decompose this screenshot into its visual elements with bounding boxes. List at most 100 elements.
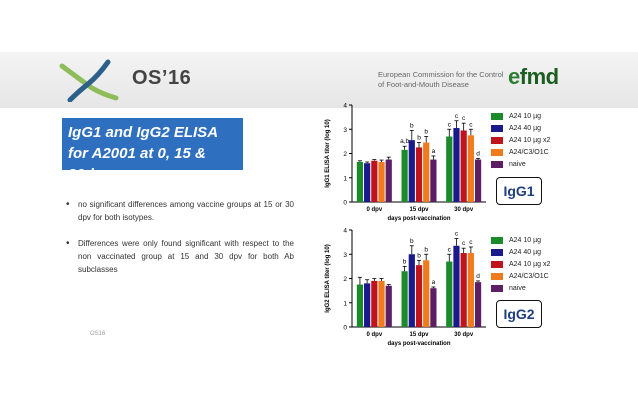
bar <box>364 163 371 202</box>
bar <box>401 149 408 202</box>
legend-swatch <box>491 284 503 292</box>
x-axis-title: days post-vaccination <box>387 341 450 347</box>
significance-label: d <box>476 273 480 280</box>
bar <box>423 260 430 327</box>
bar <box>460 253 467 327</box>
significance-label: a <box>432 279 436 286</box>
y-tick-label: 3 <box>343 252 347 259</box>
bar <box>453 245 460 327</box>
y-tick-label: 0 <box>343 325 347 332</box>
significance-label: b <box>424 129 428 136</box>
slide-header: OS’16 European Commission for the Contro… <box>0 52 638 108</box>
bar <box>378 161 385 202</box>
legend-label: A24 40 µg <box>509 124 542 132</box>
bar <box>385 285 392 327</box>
significance-label: c <box>455 230 459 237</box>
x-axis-title: days post-vaccination <box>387 216 450 222</box>
bar <box>371 160 378 202</box>
bar <box>446 261 453 327</box>
bar <box>467 135 474 202</box>
x-tick-label: 30 dpv <box>454 207 474 213</box>
os16-logo-icon <box>59 59 119 102</box>
significance-label: a <box>432 148 436 155</box>
bar <box>385 159 392 202</box>
y-tick-label: 2 <box>343 276 347 283</box>
legend-swatch <box>491 272 503 280</box>
legend-label: naive <box>509 160 526 168</box>
bar <box>364 283 371 327</box>
legend-label: naive <box>509 284 526 292</box>
igg1-legend: A24 10 µg A24 40 µg A24 10 µg x2 A24/C3/O1C… <box>491 110 550 170</box>
legend-item: A24 10 µg x2 <box>491 258 550 270</box>
legend-item: naive <box>491 158 550 170</box>
significance-label: b <box>417 135 421 142</box>
x-tick-label: 0 dpv <box>366 332 382 338</box>
y-tick-label: 2 <box>343 151 347 158</box>
igg1-tag: IgG1 <box>496 177 542 205</box>
y-tick-label: 1 <box>343 300 347 307</box>
legend-item: A24/C3/O1C <box>491 146 550 158</box>
legend-label: A24 10 µg x2 <box>509 260 551 268</box>
brand-label: OS’16 <box>132 67 192 89</box>
eufmd-suffix: fmd <box>519 64 559 89</box>
bar <box>430 159 437 202</box>
x-tick-label: 15 dpv <box>409 207 429 213</box>
legend-label: A24/C3/O1C <box>509 272 549 280</box>
legend-item: A24 10 µg <box>491 234 550 246</box>
significance-label: c <box>448 246 452 253</box>
significance-label: c <box>462 115 466 122</box>
bullet-list: no significant differences among vaccine… <box>64 198 294 289</box>
y-axis-title: IgG1 ELISA titer (log 10) <box>325 119 331 187</box>
significance-label: b <box>417 252 421 259</box>
bar <box>467 253 474 327</box>
significance-label: c <box>462 240 466 247</box>
eufmd-logo: efmd <box>508 64 559 90</box>
igg2-legend: A24 10 µg A24 40 µg A24 10 µg x2 A24/C3/O1C… <box>491 234 550 294</box>
x-tick-label: 0 dpv <box>366 207 382 213</box>
bar <box>446 136 453 202</box>
significance-label: c <box>469 121 473 128</box>
bar <box>453 128 460 202</box>
significance-label: b <box>410 122 414 129</box>
y-tick-label: 1 <box>343 175 347 182</box>
y-axis-title: IgG2 ELISA titer (log 10) <box>325 244 331 312</box>
bar <box>415 147 423 202</box>
legend-swatch <box>491 124 503 132</box>
significance-label: c <box>469 239 473 246</box>
legend-label: A24 10 µg <box>509 112 542 120</box>
bar <box>415 265 423 327</box>
bar <box>356 284 364 327</box>
legend-item: naive <box>491 282 550 294</box>
significance-label: b <box>410 238 414 245</box>
y-tick-label: 4 <box>343 103 347 110</box>
x-tick-label: 30 dpv <box>454 332 474 338</box>
legend-swatch <box>491 136 503 144</box>
bar <box>423 142 430 202</box>
y-tick-label: 4 <box>343 228 347 235</box>
legend-item: A24 40 µg <box>491 246 550 258</box>
significance-label: b <box>403 258 407 265</box>
bar <box>378 280 385 327</box>
bar <box>474 282 482 327</box>
legend-item: A24 40 µg <box>491 122 550 134</box>
legend-label: A24 40 µg <box>509 248 542 256</box>
bullet-item: no significant differences among vaccine… <box>64 198 294 224</box>
x-tick-label: 15 dpv <box>409 332 429 338</box>
bar <box>430 288 437 327</box>
legend-label: A24 10 µg x2 <box>509 136 551 144</box>
bar <box>371 280 378 327</box>
legend-swatch <box>491 160 503 168</box>
legend-swatch <box>491 112 503 120</box>
y-tick-label: 0 <box>343 200 347 207</box>
significance-label: a,b <box>400 138 409 145</box>
bar <box>408 140 415 202</box>
bar <box>474 159 482 202</box>
slide-title: IgG1 and IgG2 ELISA for A2001 at 0, 15 &… <box>62 118 243 183</box>
bar <box>401 271 408 327</box>
legend-swatch <box>491 148 503 156</box>
significance-label: c <box>448 121 452 128</box>
significance-label: b <box>424 246 428 253</box>
bar <box>460 130 467 202</box>
